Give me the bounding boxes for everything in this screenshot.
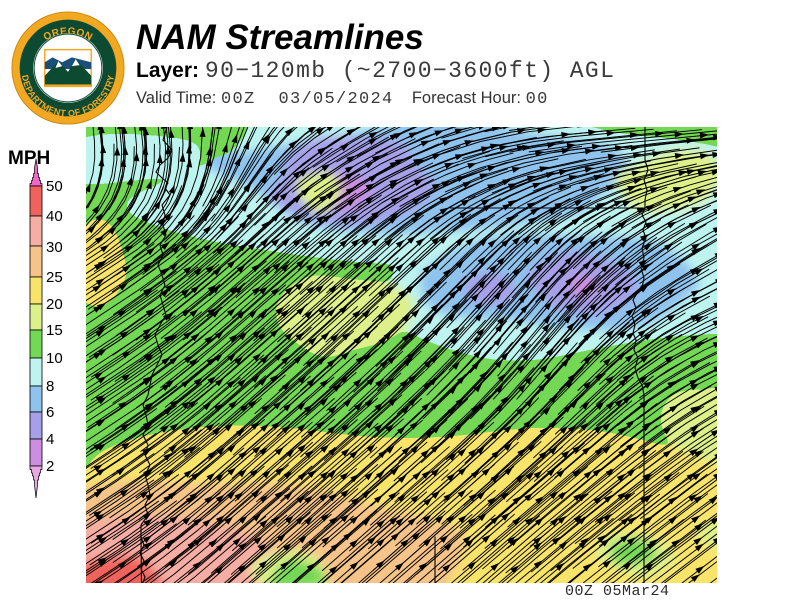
svg-text:25: 25 [46, 269, 63, 286]
svg-text:30: 30 [46, 239, 63, 256]
svg-text:10: 10 [46, 350, 63, 367]
svg-text:50: 50 [46, 178, 63, 195]
svg-text:6: 6 [46, 404, 54, 421]
svg-text:8: 8 [46, 378, 54, 395]
svg-text:40: 40 [46, 208, 63, 225]
svg-text:15: 15 [46, 322, 63, 339]
svg-text:4: 4 [46, 431, 54, 448]
svg-text:2: 2 [46, 458, 54, 475]
svg-text:20: 20 [46, 296, 63, 313]
